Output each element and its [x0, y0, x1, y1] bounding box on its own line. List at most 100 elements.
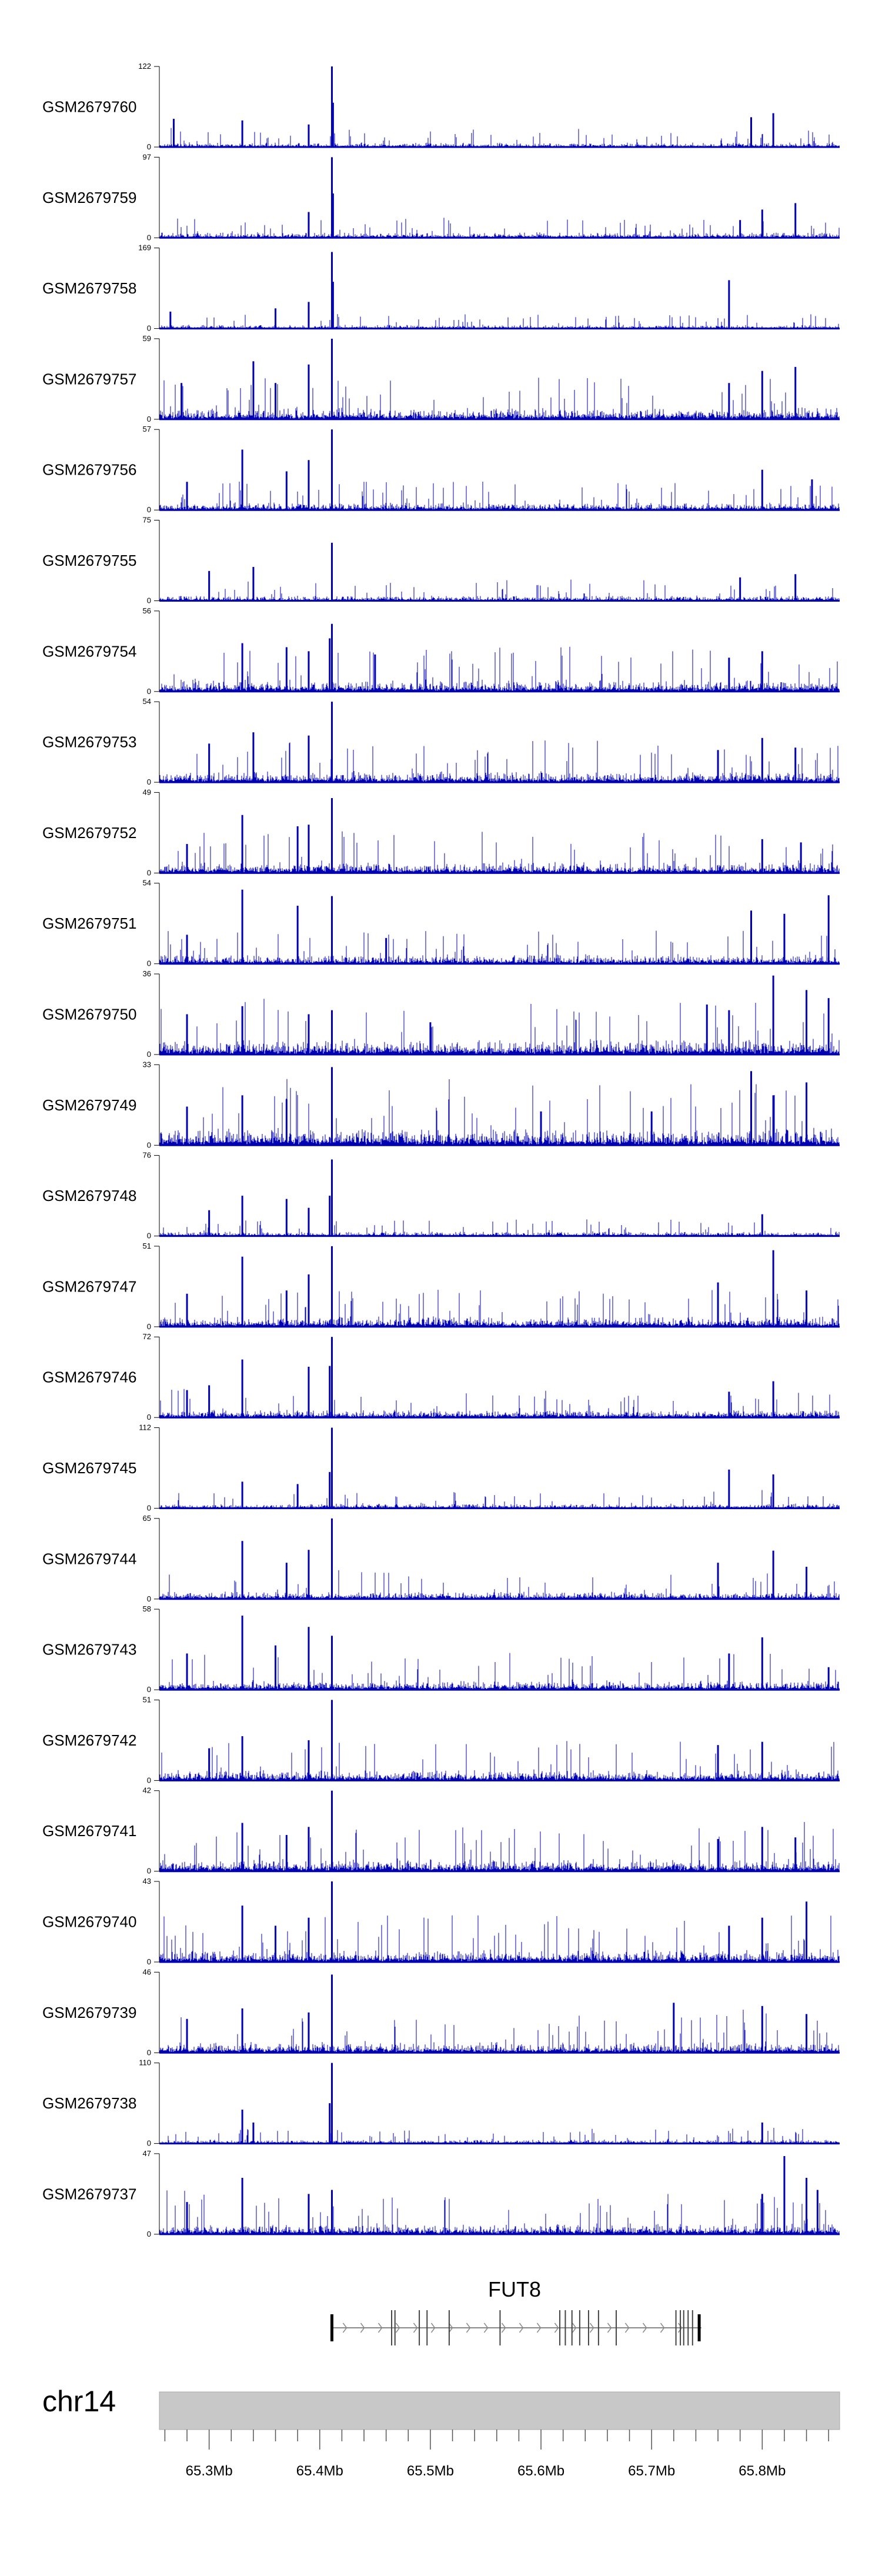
coverage-background — [159, 1822, 840, 1871]
coverage-peak — [330, 1159, 333, 1236]
coverage-peak — [728, 658, 730, 692]
x-axis-ticks: 65.3Mb 65.4Mb 65.5Mb 65.6Mb 65.7Mb 65.8Mb — [164, 2430, 829, 2479]
coverage-peak — [330, 1010, 333, 1055]
track-ymin-label: 0 — [147, 868, 151, 877]
coverage-background — [159, 1490, 840, 1509]
track-ymin-label: 0 — [147, 1232, 151, 1240]
coverage-peak — [308, 364, 310, 419]
gene-exon — [579, 2310, 580, 2345]
coverage-background — [159, 999, 840, 1055]
track-GSM2679741: GSM2679741 42 0 — [42, 1786, 840, 1876]
coverage-peak — [308, 1740, 310, 1781]
track-GSM2679752: GSM2679752 49 0 — [42, 788, 840, 877]
strand-arrow-icon — [501, 2323, 506, 2333]
coverage-peak — [308, 2194, 310, 2234]
coverage-peak — [794, 366, 797, 419]
coverage-background — [159, 1915, 840, 1962]
track-ymax-label: 65 — [143, 1514, 151, 1523]
coverage-peak — [285, 1835, 288, 1871]
track-ymax-label: 57 — [143, 425, 151, 433]
track-ymax-label: 169 — [138, 243, 151, 252]
strand-arrow-icon — [519, 2323, 524, 2333]
coverage-peak — [330, 2063, 333, 2144]
track-label: GSM2679758 — [42, 279, 136, 297]
track-GSM2679746: GSM2679746 72 0 — [42, 1332, 840, 1422]
track-GSM2679755: GSM2679755 75 0 — [42, 516, 840, 605]
coverage-tracks: GSM26797601220GSM2679759970GSM2679758169… — [42, 62, 840, 2238]
coverage-peak — [186, 1653, 188, 1690]
track-label: GSM2679752 — [42, 824, 136, 842]
track-GSM2679747: GSM2679747 51 0 — [42, 1242, 840, 1331]
coverage-peak — [186, 935, 188, 964]
gene-exon — [697, 2314, 701, 2341]
coverage-peak — [772, 1381, 774, 1418]
coverage-peak — [330, 798, 333, 873]
coverage-peak — [308, 1366, 310, 1418]
gene-exon — [448, 2310, 450, 2345]
coverage-peak — [794, 203, 797, 238]
track-label: GSM2679744 — [42, 1550, 136, 1567]
coverage-peak — [186, 1390, 188, 1418]
coverage-peak — [241, 2110, 243, 2144]
coverage-peak — [739, 220, 741, 238]
coverage-background — [159, 128, 840, 147]
coverage-peak — [241, 1095, 243, 1146]
gene-exon — [683, 2310, 684, 2345]
coverage-peak — [330, 1636, 333, 1690]
coverage-peak — [275, 1926, 277, 1962]
coverage-peak — [772, 1250, 774, 1327]
track-ymax-label: 49 — [143, 788, 151, 796]
coverage-peak — [330, 1337, 333, 1418]
coverage-peak — [650, 1111, 653, 1146]
coverage-peak — [761, 209, 763, 238]
track-label: GSM2679745 — [42, 1459, 136, 1477]
coverage-peak — [330, 896, 333, 964]
coverage-background — [159, 831, 840, 873]
coverage-peak — [772, 975, 774, 1055]
coverage-peak — [241, 2178, 243, 2234]
coverage-peak — [330, 1246, 333, 1327]
track-ymax-label: 54 — [143, 879, 151, 887]
coverage-peak — [761, 1214, 763, 1236]
coverage-background — [159, 2190, 840, 2234]
coverage-peak — [429, 1022, 432, 1055]
coverage-peak — [330, 1700, 333, 1781]
coverage-peak — [772, 1550, 774, 1599]
strand-arrow-icon — [377, 2323, 383, 2333]
track-ymin-label: 0 — [147, 1413, 151, 1422]
track-ymin-label: 0 — [147, 1776, 151, 1784]
coverage-peak — [241, 1616, 243, 1690]
coverage-peak — [208, 743, 211, 783]
gene-exon — [426, 2310, 428, 2345]
coverage-peak — [385, 937, 387, 964]
coverage-peak — [332, 102, 334, 147]
track-ymin-label: 0 — [147, 778, 151, 786]
x-tick-label: 65.4Mb — [296, 2463, 343, 2479]
track-GSM2679751: GSM2679751 54 0 — [42, 879, 840, 968]
coverage-peak — [308, 735, 310, 783]
coverage-peak — [330, 1427, 333, 1509]
gene-exon — [419, 2310, 420, 2345]
coverage-peak — [761, 371, 763, 419]
track-label: GSM2679751 — [42, 915, 136, 932]
coverage-peak — [330, 1881, 333, 1962]
strand-arrow-icon — [466, 2323, 471, 2333]
coverage-peak — [181, 383, 183, 419]
coverage-peak — [252, 2122, 255, 2144]
coverage-peak — [330, 542, 333, 601]
track-GSM2679760: GSM2679760 122 0 — [42, 62, 840, 151]
coverage-peak — [728, 1392, 730, 1418]
strand-arrow-icon — [536, 2323, 542, 2333]
coverage-peak — [540, 1111, 542, 1146]
track-ymax-label: 51 — [143, 1695, 151, 1704]
coverage-peak — [806, 1901, 808, 1962]
coverage-peak — [308, 212, 310, 238]
coverage-peak — [296, 906, 299, 964]
track-ymax-label: 47 — [143, 2149, 151, 2158]
track-GSM2679740: GSM2679740 43 0 — [42, 1877, 840, 1966]
coverage-peak — [241, 1359, 243, 1418]
coverage-peak — [208, 1385, 211, 1418]
track-ymax-label: 110 — [139, 2058, 151, 2067]
gene-exon — [391, 2310, 393, 2345]
